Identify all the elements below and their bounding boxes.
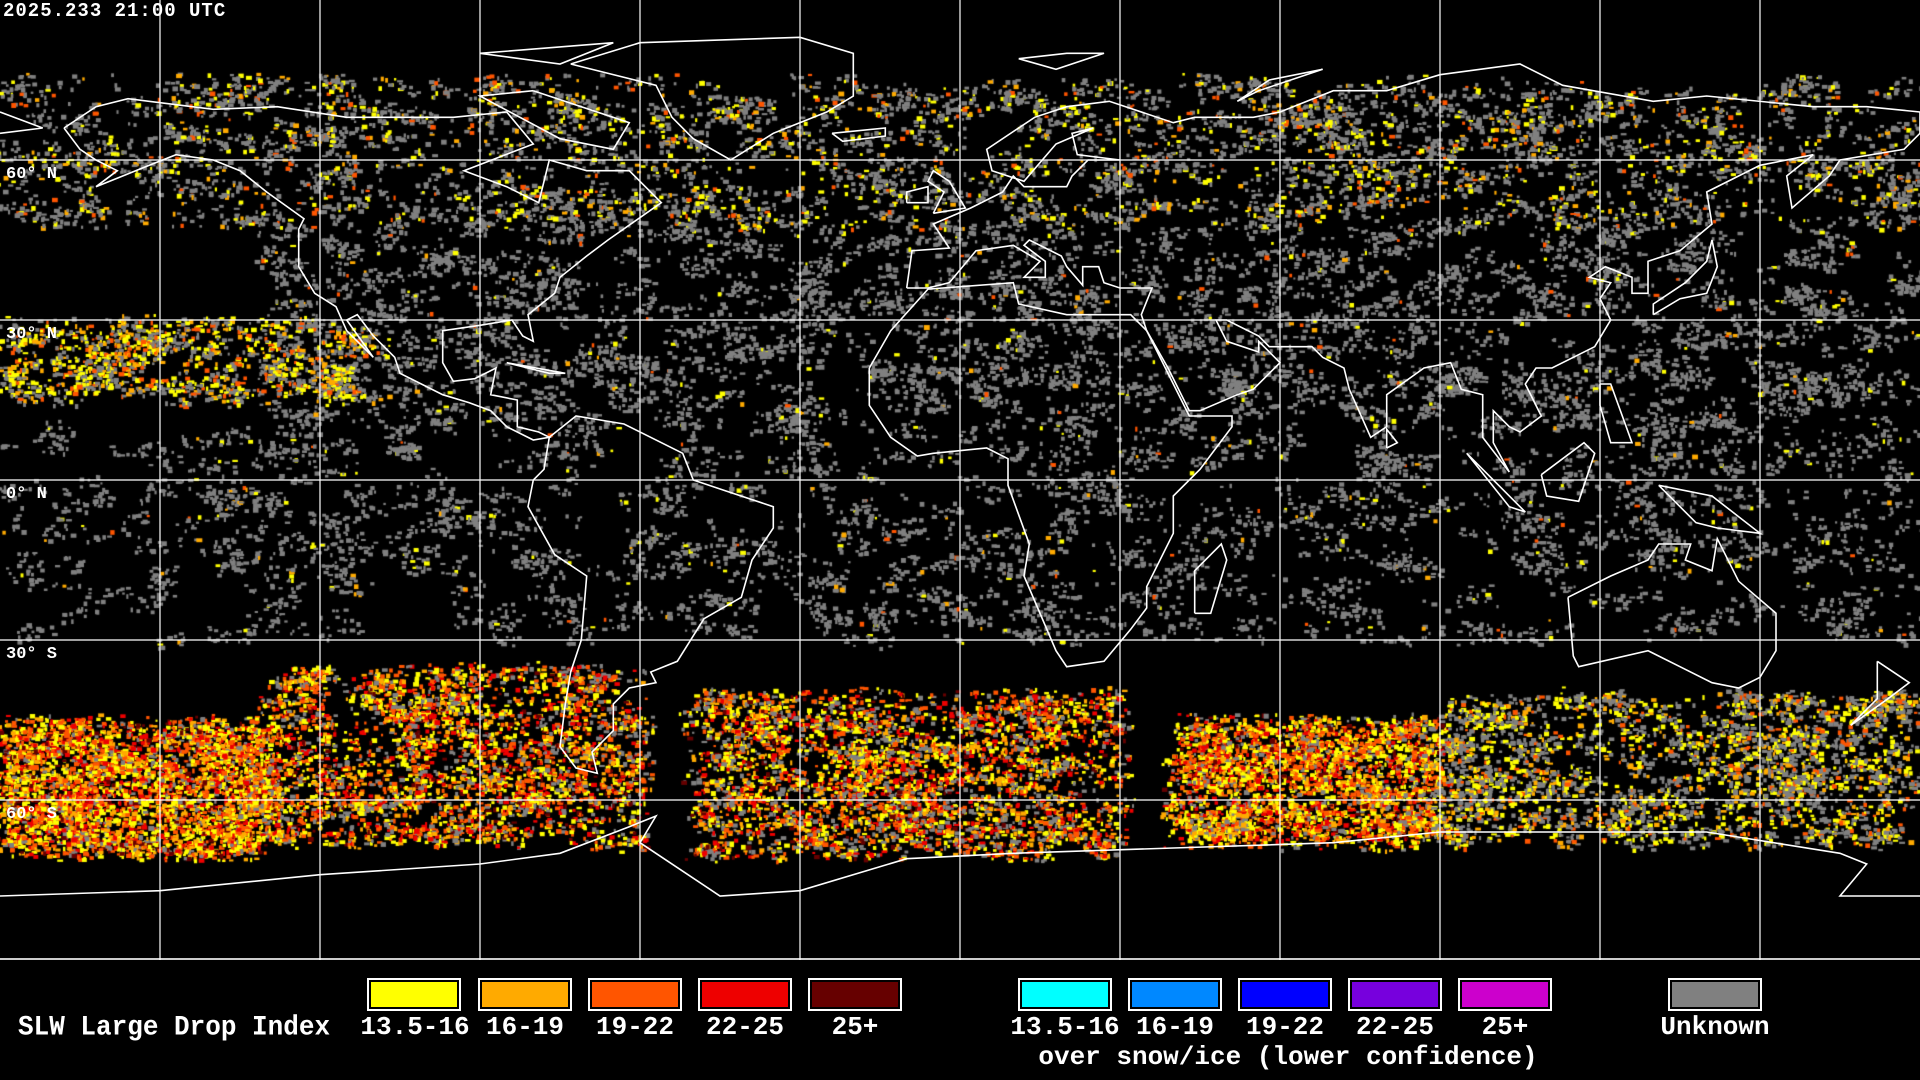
- swatch-snow-4: [1348, 978, 1442, 1011]
- coastline-novaya-zemlya: [1236, 68, 1323, 103]
- swatch-color: [371, 982, 457, 1007]
- coastline-cuba: [506, 361, 566, 375]
- coastline-eurasia: [905, 63, 1920, 473]
- swatch-snow-1: [1018, 978, 1112, 1011]
- legend-title: SLW Large Drop Index: [18, 1011, 331, 1043]
- legend-label-snow-4: 22-25: [1355, 1012, 1434, 1042]
- coastlines: [0, 36, 1920, 897]
- legend-label-standard-5: 25+: [831, 1012, 879, 1042]
- swatch-color: [1242, 982, 1328, 1007]
- coastline-new-zealand: [1850, 660, 1911, 726]
- lat-lon-grid: [0, 0, 1920, 960]
- coastline-svalbard: [1018, 52, 1105, 71]
- swatch-color: [592, 982, 678, 1007]
- legend-label-snow-1: 13.5-16: [1010, 1012, 1120, 1042]
- swatch-standard-5: [808, 978, 902, 1011]
- swatch-color: [1462, 982, 1548, 1007]
- coastline-ireland: [905, 185, 929, 204]
- map-overlay: [0, 0, 1920, 960]
- coastline-philippines: [1599, 383, 1634, 444]
- coastline-australia: [1567, 536, 1777, 689]
- legend-label-snow-3: 19-22: [1245, 1012, 1324, 1042]
- swatch-color: [702, 982, 788, 1007]
- coastline-new-guinea: [1658, 484, 1763, 535]
- coastline-north-america: [63, 97, 663, 441]
- swatch-color: [812, 982, 898, 1007]
- swatch-standard-3: [588, 978, 682, 1011]
- swatch-snow-2: [1128, 978, 1222, 1011]
- coastline-baffin: [477, 89, 631, 151]
- swatch-standard-2: [478, 978, 572, 1011]
- map-panel: 2025.233 21:00 UTC 60° N 30° N 0° N 30° …: [0, 0, 1920, 960]
- timestamp: 2025.233 21:00 UTC: [3, 0, 227, 22]
- legend-label-standard-1: 13.5-16: [360, 1012, 470, 1042]
- swatch-snow-3: [1238, 978, 1332, 1011]
- coastline-greenland: [570, 36, 855, 161]
- swatch-color: [1132, 982, 1218, 1007]
- swatch-unknown: [1668, 978, 1762, 1011]
- swatch-standard-4: [698, 978, 792, 1011]
- legend-label-unknown: Unknown: [1660, 1012, 1770, 1042]
- coastline-africa: [868, 281, 1233, 668]
- legend-label-standard-4: 22-25: [705, 1012, 784, 1042]
- coastline-south-america: [527, 415, 775, 775]
- legend-label-snow-5: 25+: [1481, 1012, 1529, 1042]
- coastline-iceland: [831, 127, 887, 143]
- lat-label-0n: 0° N: [6, 485, 47, 504]
- swatch-color: [1352, 982, 1438, 1007]
- coastline-sumatra: [1466, 452, 1526, 513]
- coastline-sri-lanka: [1385, 426, 1399, 449]
- swatch-color: [1022, 982, 1108, 1007]
- coastline-borneo: [1540, 441, 1596, 503]
- coastline-uk: [926, 169, 967, 215]
- swatch-color: [482, 982, 568, 1007]
- coastline-ellesmere: [479, 41, 614, 65]
- snow-ice-caption: over snow/ice (lower confidence): [1038, 1042, 1538, 1072]
- coastline-japan: [1652, 239, 1719, 316]
- coastline-chukotka: [0, 111, 43, 135]
- lat-label-60s: 60° S: [6, 805, 58, 824]
- coastline-madagascar: [1193, 542, 1228, 615]
- legend-label-standard-3: 19-22: [595, 1012, 674, 1042]
- legend-label-snow-2: 16-19: [1135, 1012, 1214, 1042]
- lat-label-30n: 30° N: [6, 325, 58, 344]
- coastline-antarctica: [0, 814, 1920, 897]
- swatch-snow-5: [1458, 978, 1552, 1011]
- swatch-standard-1: [367, 978, 461, 1011]
- lat-label-60n: 60° N: [6, 165, 58, 184]
- swatch-color: [1672, 982, 1758, 1007]
- legend-label-standard-2: 16-19: [485, 1012, 564, 1042]
- lat-label-30s: 30° S: [6, 645, 58, 664]
